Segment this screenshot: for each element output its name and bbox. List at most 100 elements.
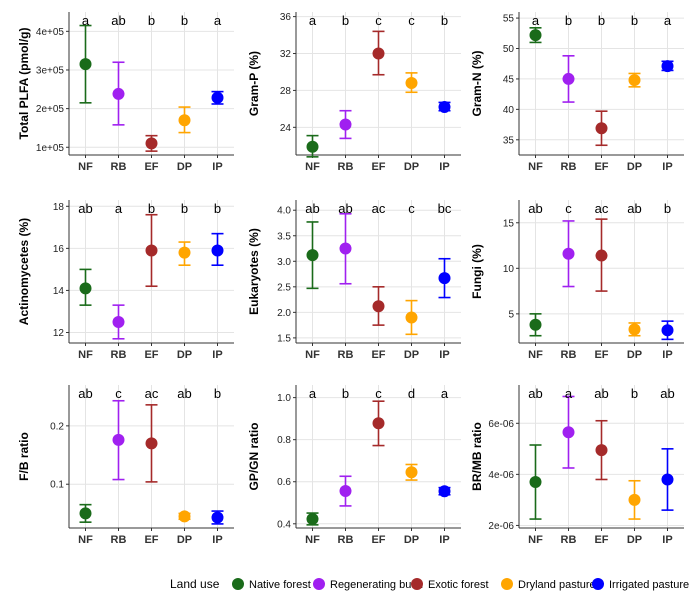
x-tick-label: NF bbox=[528, 349, 543, 361]
legend-label: Regenerating bush bbox=[330, 579, 423, 591]
data-point bbox=[112, 433, 125, 446]
y-axis-title: Eukaryotes (%) bbox=[247, 228, 261, 315]
y-axis-title: GP/GN ratio bbox=[247, 422, 261, 490]
significance-letter: c bbox=[565, 201, 572, 216]
x-tick-label: EF bbox=[371, 534, 385, 546]
panel-7: 0.1 0.2 NF RB EF DP IP F/B ratio ab c ac ab b bbox=[17, 385, 234, 546]
data-point bbox=[306, 249, 319, 262]
y-tick-label: 3.5 bbox=[277, 231, 291, 242]
x-tick-label: EF bbox=[594, 161, 608, 173]
y-axis-title: Fungi (%) bbox=[470, 244, 484, 299]
x-tick-label: EF bbox=[144, 161, 158, 173]
data-point bbox=[112, 87, 125, 100]
significance-letter: bc bbox=[438, 201, 452, 216]
data-point bbox=[595, 444, 608, 457]
data-point bbox=[438, 101, 451, 114]
significance-letter: ac bbox=[595, 201, 609, 216]
x-tick-label: DP bbox=[177, 349, 192, 361]
legend-swatch bbox=[411, 578, 423, 590]
x-tick-label: DP bbox=[627, 349, 642, 361]
y-axis-title: Actinomycetes (%) bbox=[17, 218, 31, 325]
data-point bbox=[438, 272, 451, 285]
y-tick-label: 4e+05 bbox=[36, 27, 65, 38]
x-tick-label: IP bbox=[439, 534, 449, 546]
x-tick-label: DP bbox=[627, 534, 642, 546]
data-point bbox=[339, 484, 352, 497]
x-tick-label: DP bbox=[627, 161, 642, 173]
x-tick-label: DP bbox=[177, 534, 192, 546]
panel-5: 1.5 2.0 2.5 3.0 3.5 4.0 NF RB EF DP IP Eukaryotes (… bbox=[247, 200, 461, 361]
x-tick-label: IP bbox=[212, 534, 222, 546]
x-tick-label: NF bbox=[528, 161, 543, 173]
significance-letter: b bbox=[181, 201, 188, 216]
y-tick-label: 24 bbox=[280, 123, 292, 134]
significance-letter: a bbox=[664, 13, 672, 28]
significance-letter: b bbox=[342, 386, 349, 401]
data-point bbox=[562, 247, 575, 260]
data-point bbox=[562, 426, 575, 439]
data-point bbox=[211, 511, 224, 524]
x-tick-label: DP bbox=[404, 349, 419, 361]
y-tick-label: 12 bbox=[53, 328, 65, 339]
data-point bbox=[628, 493, 641, 506]
x-tick-label: EF bbox=[144, 534, 158, 546]
x-tick-label: IP bbox=[439, 349, 449, 361]
legend-item: Dryland pasture bbox=[501, 578, 596, 591]
legend-label: Irrigated pasture bbox=[609, 579, 689, 591]
y-tick-label: 0.4 bbox=[277, 519, 291, 530]
data-point bbox=[529, 318, 542, 331]
data-point bbox=[145, 437, 158, 450]
panel-3: 35 40 45 50 55 NF RB EF DP IP Gram-N (%) a b b b a bbox=[470, 12, 684, 173]
significance-letter: b bbox=[441, 13, 448, 28]
legend-title: Land use bbox=[170, 577, 220, 591]
x-tick-label: RB bbox=[338, 534, 354, 546]
significance-letter: b bbox=[342, 13, 349, 28]
significance-letter: ac bbox=[372, 201, 386, 216]
data-point bbox=[306, 512, 319, 525]
significance-letter: ab bbox=[305, 201, 319, 216]
data-point bbox=[178, 246, 191, 259]
y-tick-label: 0.1 bbox=[50, 480, 64, 491]
data-point bbox=[372, 300, 385, 313]
y-tick-label: 1e+05 bbox=[36, 143, 65, 154]
x-tick-label: NF bbox=[305, 534, 320, 546]
x-tick-label: RB bbox=[111, 534, 127, 546]
x-tick-label: RB bbox=[111, 349, 127, 361]
x-tick-label: NF bbox=[78, 161, 93, 173]
y-tick-label: 1.5 bbox=[277, 333, 291, 344]
significance-letter: b bbox=[148, 13, 155, 28]
significance-letter: ac bbox=[145, 386, 159, 401]
significance-letter: c bbox=[375, 13, 382, 28]
data-point bbox=[211, 244, 224, 257]
y-tick-label: 2e-06 bbox=[488, 521, 514, 532]
y-tick-label: 4e-06 bbox=[488, 470, 514, 481]
x-tick-label: IP bbox=[212, 161, 222, 173]
y-tick-label: 0.8 bbox=[277, 435, 291, 446]
x-tick-label: IP bbox=[662, 161, 672, 173]
significance-letter: ab bbox=[627, 201, 641, 216]
y-tick-label: 0.2 bbox=[50, 421, 64, 432]
data-point bbox=[145, 244, 158, 257]
significance-letter: c bbox=[115, 386, 122, 401]
panel-9: 2e-06 4e-06 6e-06 NF RB EF DP IP BR/MB ratio ab a a… bbox=[470, 385, 684, 546]
data-point bbox=[372, 417, 385, 430]
x-tick-label: DP bbox=[404, 161, 419, 173]
x-tick-label: RB bbox=[338, 349, 354, 361]
data-point bbox=[79, 507, 92, 520]
legend-swatch bbox=[232, 578, 244, 590]
y-tick-label: 0.6 bbox=[277, 477, 291, 488]
y-tick-label: 32 bbox=[280, 49, 292, 60]
y-axis-title: BR/MB ratio bbox=[470, 422, 484, 491]
significance-letter: ab bbox=[78, 201, 92, 216]
x-tick-label: NF bbox=[78, 534, 93, 546]
x-tick-label: EF bbox=[594, 534, 608, 546]
data-point bbox=[339, 242, 352, 255]
y-tick-label: 2.0 bbox=[277, 308, 291, 319]
y-tick-label: 3e+05 bbox=[36, 65, 65, 76]
x-tick-label: DP bbox=[177, 161, 192, 173]
x-tick-label: IP bbox=[439, 161, 449, 173]
data-point bbox=[628, 74, 641, 87]
y-tick-label: 36 bbox=[280, 12, 292, 23]
y-tick-label: 4.0 bbox=[277, 206, 291, 217]
